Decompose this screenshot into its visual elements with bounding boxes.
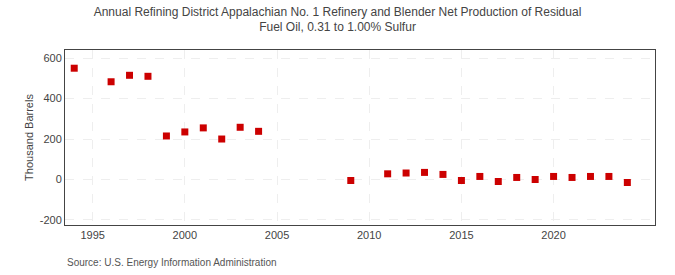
svg-text:200: 200 bbox=[43, 133, 61, 145]
svg-text:-200: -200 bbox=[40, 214, 62, 226]
svg-text:2020: 2020 bbox=[541, 229, 565, 241]
svg-text:0: 0 bbox=[56, 173, 62, 185]
svg-text:Source: U.S. Energy Informatio: Source: U.S. Energy Information Administ… bbox=[67, 257, 277, 268]
svg-text:2005: 2005 bbox=[265, 229, 289, 241]
svg-text:400: 400 bbox=[43, 92, 61, 104]
svg-text:2015: 2015 bbox=[449, 229, 473, 241]
svg-text:Thousand Barrels: Thousand Barrels bbox=[23, 94, 35, 181]
svg-text:2000: 2000 bbox=[173, 229, 197, 241]
svg-text:Annual Refining District Appal: Annual Refining District Appalachian No.… bbox=[94, 5, 582, 35]
svg-text:600: 600 bbox=[43, 52, 61, 64]
svg-text:1995: 1995 bbox=[80, 229, 104, 241]
svg-text:2010: 2010 bbox=[357, 229, 381, 241]
